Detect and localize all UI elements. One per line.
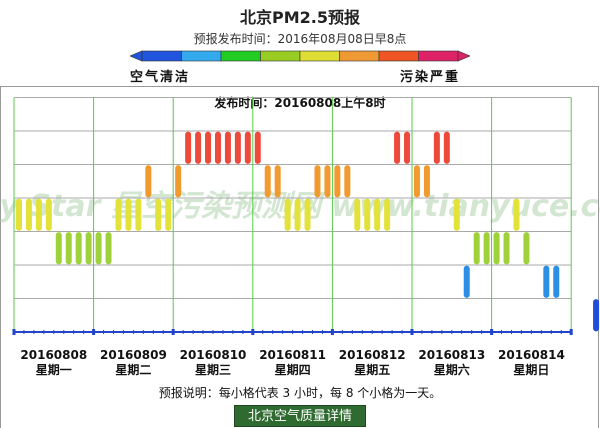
legend-swatch <box>181 50 222 62</box>
forecast-bar <box>394 131 401 164</box>
legend-swatch <box>418 50 459 62</box>
forecast-bar <box>593 299 600 332</box>
legend-arrow-left <box>130 50 143 62</box>
forecast-bar <box>433 131 440 164</box>
chart-frame <box>0 86 599 428</box>
legend-polluted-label: 污染严重 <box>400 70 461 85</box>
forecast-bar <box>85 232 92 265</box>
forecast-bar <box>473 232 480 265</box>
chart-title: 发布时间：20160808上午8时 <box>213 95 385 110</box>
forecast-bar <box>195 131 202 164</box>
legend-swatch <box>260 50 301 62</box>
forecast-bar <box>493 232 500 265</box>
forecast-bar <box>75 232 82 265</box>
forecast-bar <box>264 165 271 198</box>
day-date-label: 20160813 <box>418 348 485 362</box>
forecast-bar <box>423 165 430 198</box>
forecast-bar <box>503 232 510 265</box>
forecast-bar <box>205 131 212 164</box>
legend-swatch <box>339 50 380 62</box>
legend-swatch <box>299 50 340 62</box>
forecast-note: 预报说明：每小格代表 3 小时，每 8 个小格为一天。 <box>158 386 442 400</box>
day-weekday-label: 星期日 <box>513 362 549 377</box>
forecast-bar <box>45 198 52 231</box>
forecast-bar <box>234 131 241 164</box>
forecast-bar <box>115 198 122 231</box>
forecast-bar <box>384 198 391 231</box>
forecast-bar <box>304 198 311 231</box>
forecast-bar <box>185 131 192 164</box>
forecast-bar <box>344 165 351 198</box>
day-date-label: 20160811 <box>259 348 326 362</box>
forecast-bar <box>274 165 281 198</box>
forecast-bar <box>364 198 371 231</box>
forecast-bar <box>513 198 520 231</box>
forecast-bar <box>334 165 341 198</box>
forecast-bar <box>453 198 460 231</box>
legend-swatch <box>220 50 261 62</box>
forecast-bar <box>95 232 102 265</box>
day-date-label: 20160812 <box>339 348 406 362</box>
day-weekday-label: 星期一 <box>36 362 72 377</box>
forecast-publish-time: 预报发布时间：2016年08月08日早8点 <box>193 32 407 46</box>
forecast-bar <box>55 232 62 265</box>
day-weekday-label: 星期四 <box>275 362 311 377</box>
forecast-bar <box>35 198 42 231</box>
forecast-bar <box>443 131 450 164</box>
forecast-bar <box>224 131 231 164</box>
day-weekday-label: 星期二 <box>115 362 151 377</box>
forecast-bar <box>543 265 550 298</box>
day-date-label: 20160814 <box>498 348 565 362</box>
pollution-color-legend <box>130 50 470 62</box>
forecast-bar <box>374 198 381 231</box>
forecast-bar <box>404 131 411 164</box>
forecast-bar <box>25 198 32 231</box>
forecast-bar <box>483 232 490 265</box>
day-date-label: 20160808 <box>20 348 87 362</box>
day-date-label: 20160810 <box>180 348 247 362</box>
forecast-bar <box>65 232 72 265</box>
page-title: 北京PM2.5预报 <box>240 8 360 27</box>
legend-swatch <box>378 50 419 62</box>
forecast-bar <box>413 165 420 198</box>
forecast-bar <box>254 131 261 164</box>
legend-arrow-right <box>457 50 470 62</box>
forecast-bar <box>214 131 221 164</box>
forecast-bar <box>523 232 530 265</box>
pm25-forecast-chart: 发布时间：20160808上午8时Lily Star 星空污染预测网 www.t… <box>0 95 600 377</box>
forecast-bar <box>15 198 22 231</box>
forecast-bar <box>145 165 152 198</box>
forecast-bar <box>175 165 182 198</box>
day-weekday-label: 星期三 <box>195 362 231 377</box>
day-weekday-label: 星期五 <box>354 362 390 377</box>
air-quality-detail-button[interactable]: 北京空气质量详情 <box>234 405 366 427</box>
forecast-bar <box>165 198 172 231</box>
forecast-bar <box>553 265 560 298</box>
forecast-bar <box>284 198 291 231</box>
forecast-bar <box>105 232 112 265</box>
legend-clean-label: 空气清洁 <box>130 70 191 85</box>
day-weekday-label: 星期六 <box>434 362 470 377</box>
day-date-label: 20160809 <box>100 348 167 362</box>
forecast-bar <box>354 198 361 231</box>
forecast-bar <box>125 198 132 231</box>
forecast-bar <box>314 165 321 198</box>
forecast-bar <box>463 265 470 298</box>
forecast-bar <box>135 198 142 231</box>
forecast-bar <box>244 131 251 164</box>
forecast-bar <box>294 198 301 231</box>
legend-swatch <box>141 50 182 62</box>
forecast-bar <box>155 198 162 231</box>
forecast-bar <box>324 165 331 198</box>
